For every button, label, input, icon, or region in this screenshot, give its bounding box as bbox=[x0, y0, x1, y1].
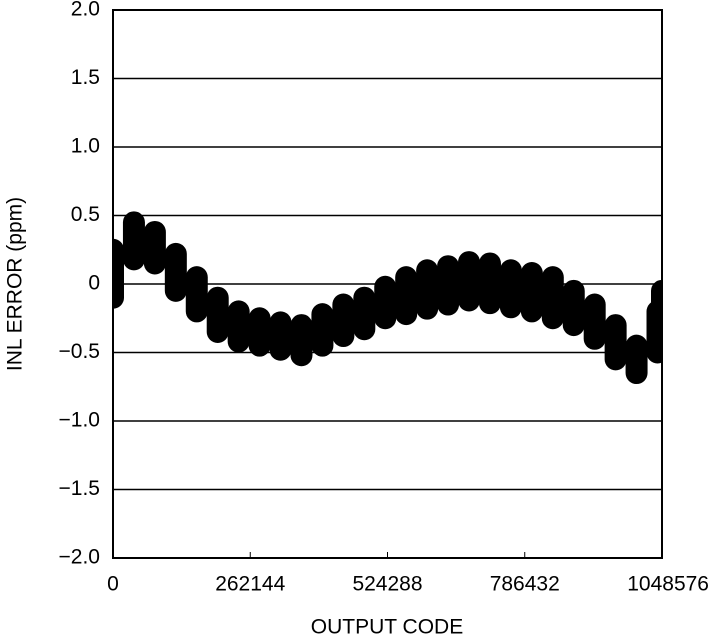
y-tick-label: 0.5 bbox=[71, 203, 100, 226]
x-tick-label: 0 bbox=[107, 573, 119, 596]
y-axis-label: INL ERROR (ppm) bbox=[4, 197, 27, 371]
x-tick-label: 262144 bbox=[215, 573, 285, 596]
y-tick-label: 0 bbox=[88, 272, 100, 295]
plot-area bbox=[113, 211, 662, 385]
y-tick-label: 2.0 bbox=[71, 0, 100, 21]
x-axis-label: OUTPUT CODE bbox=[311, 616, 463, 639]
x-tick-label: 524288 bbox=[352, 573, 422, 596]
y-tick-label: −2.0 bbox=[59, 546, 100, 569]
y-tick-label: −1.5 bbox=[59, 477, 100, 500]
y-tick-label: 1.5 bbox=[71, 66, 100, 89]
y-tick-label: 1.0 bbox=[71, 135, 100, 158]
y-tick-label: −0.5 bbox=[59, 340, 100, 363]
x-tick-label: 1048576 bbox=[627, 573, 709, 596]
x-tick-label: 786432 bbox=[490, 573, 560, 596]
y-tick-label: −1.0 bbox=[59, 409, 100, 432]
